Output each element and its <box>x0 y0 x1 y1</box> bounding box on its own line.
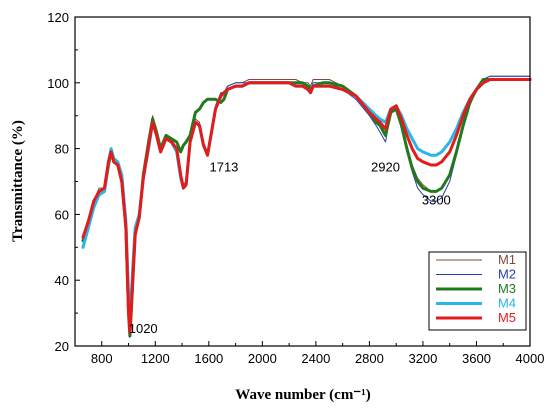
x-tick-label: 800 <box>91 351 113 366</box>
legend-label-m3: M3 <box>498 281 516 296</box>
x-axis-title: Wave number (cm⁻¹) <box>235 387 370 403</box>
peak-label-3300: 3300 <box>422 193 451 208</box>
series-layer <box>81 75 532 338</box>
y-tick-label: 20 <box>55 339 69 354</box>
x-tick-label: 2400 <box>301 351 330 366</box>
y-axis-title: Transmittance (%) <box>10 120 26 242</box>
legend-label-m5: M5 <box>498 310 516 325</box>
x-tick-label: 3600 <box>462 351 491 366</box>
peak-label-1713: 1713 <box>209 160 238 175</box>
series-line-m5 <box>81 78 532 335</box>
legend-label-m2: M2 <box>498 267 516 282</box>
peak-label-2920: 2920 <box>371 160 400 175</box>
x-tick-label: 1200 <box>141 351 170 366</box>
x-tick-label: 1600 <box>194 351 223 366</box>
y-tick-label: 40 <box>55 273 69 288</box>
peak-label-1020: 1020 <box>129 321 158 336</box>
x-tick-label: 2800 <box>355 351 384 366</box>
y-tick-label: 120 <box>47 10 69 25</box>
legend-label-m1: M1 <box>498 252 516 267</box>
x-tick-label: 3200 <box>408 351 437 366</box>
annotations-layer: 1020 1713 2920 3300 <box>129 160 451 336</box>
y-tick-label: 100 <box>47 76 69 91</box>
y-tick-label: 80 <box>55 142 69 157</box>
legend-label-m4: M4 <box>498 296 516 311</box>
ticks-layer: 800 1200 1600 2000 2400 2800 3200 3600 4000 20 40 6… <box>47 10 544 366</box>
y-tick-label: 60 <box>55 207 69 222</box>
x-tick-label: 4000 <box>516 351 545 366</box>
x-tick-label: 2000 <box>248 351 277 366</box>
